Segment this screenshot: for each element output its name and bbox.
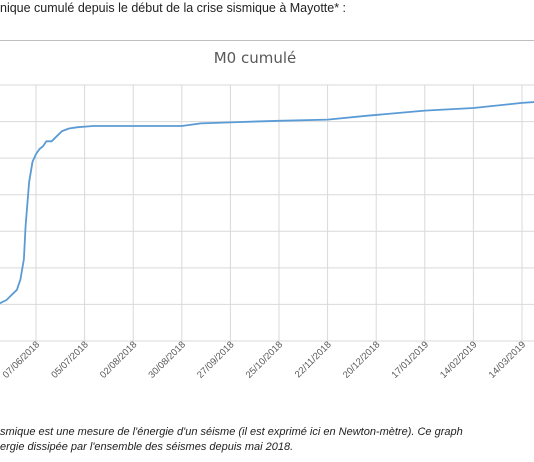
series-layer [0,101,534,305]
chart-title: M0 cumulé [214,49,297,67]
page-caption: nique cumulé depuis le début de la crise… [0,1,347,15]
footnote-line-1: smique est une mesure de l'énergie d'un … [0,426,463,438]
gridlines [0,84,534,342]
x-tick-label: 14/02/2019 [438,339,479,380]
x-tick-label: 05/07/2018 [49,339,90,380]
x-tick-label: 17/01/2019 [390,339,431,380]
footnote: smique est une mesure de l'énergie d'un … [0,425,534,455]
x-tick-label: 30/08/2018 [147,339,188,380]
x-tick-label: 07/06/2018 [1,339,42,380]
x-tick-label: 02/08/2018 [98,339,139,380]
footnote-line-2: ergie dissipée par l'ensemble des séisme… [0,441,294,453]
x-tick-label: 20/12/2018 [341,339,382,380]
x-tick-label: 25/10/2018 [244,339,285,380]
x-tick-label: 14/03/2019 [487,339,528,380]
m0-cumulative-line-chart: M0 cumulé 07/06/2018 05/07/2018 02/08/2018… [0,49,534,381]
series-line [0,101,534,305]
x-axis-tick-labels: 07/06/2018 05/07/2018 02/08/2018 30/08/2018… [1,339,528,380]
chart-area: M0 cumulé 07/06/2018 05/07/2018 02/08/2018… [0,40,534,409]
x-tick-label: 22/11/2018 [293,339,334,380]
x-tick-label: 27/09/2018 [195,339,236,380]
